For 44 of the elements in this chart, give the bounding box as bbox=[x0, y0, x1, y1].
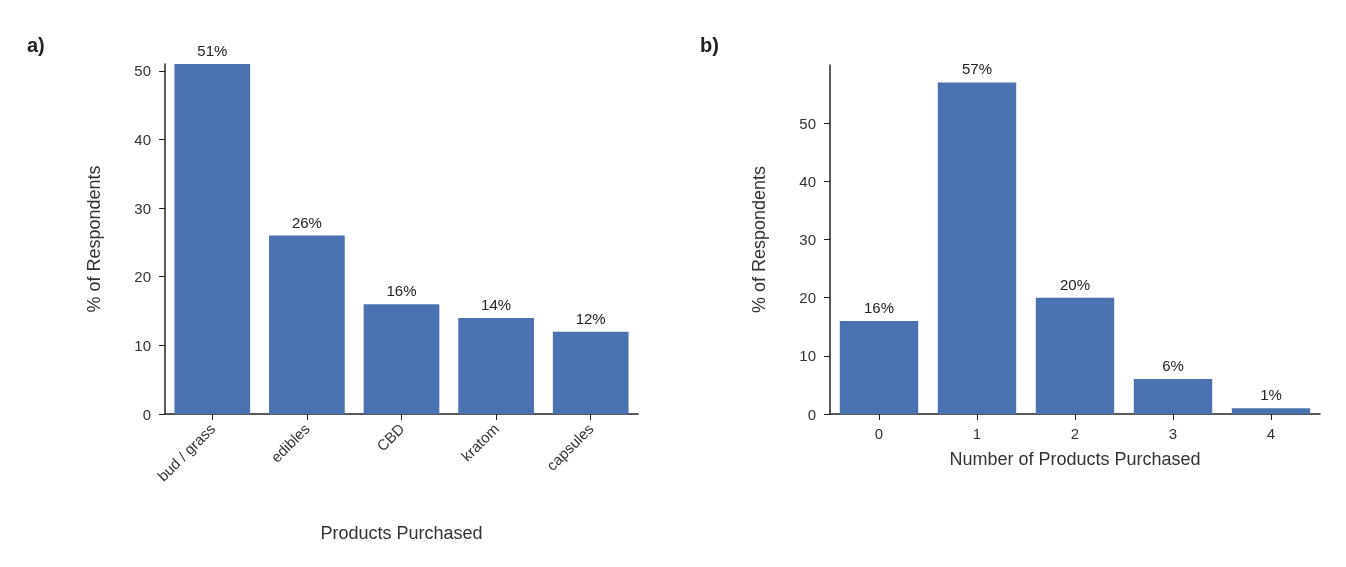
data-label: 1% bbox=[1260, 386, 1282, 404]
y-axis-title: % of Respondents bbox=[84, 165, 104, 313]
y-tick-label: 20 bbox=[134, 268, 151, 286]
bar bbox=[839, 320, 919, 414]
bar bbox=[174, 64, 251, 414]
bar bbox=[269, 235, 345, 414]
x-tick-label: 1 bbox=[972, 425, 982, 442]
bar bbox=[1133, 379, 1213, 414]
y-tick-label: 50 bbox=[799, 114, 816, 132]
y-tick-label: 20 bbox=[799, 289, 816, 307]
y-tick-label: 40 bbox=[134, 130, 151, 148]
data-label: 16% bbox=[863, 298, 895, 316]
bar bbox=[1035, 297, 1115, 414]
chart-title: b) bbox=[700, 34, 719, 56]
chart-title: a) bbox=[27, 34, 45, 56]
x-tick-label: 2 bbox=[1070, 425, 1080, 442]
data-label: 20% bbox=[1059, 275, 1091, 293]
data-label: 26% bbox=[291, 213, 322, 231]
data-label: 57% bbox=[961, 60, 993, 78]
bar bbox=[937, 82, 1017, 414]
x-tick-label: 3 bbox=[1168, 425, 1178, 442]
y-tick-label: 0 bbox=[807, 405, 816, 423]
data-label: 6% bbox=[1162, 357, 1184, 375]
bar bbox=[363, 304, 440, 414]
bar bbox=[552, 331, 629, 414]
data-label: 12% bbox=[575, 309, 606, 327]
x-axis-title: Number of Products Purchased bbox=[949, 449, 1201, 469]
bar bbox=[458, 317, 534, 414]
data-label: 16% bbox=[386, 282, 417, 300]
y-axis-title: % of Respondents bbox=[749, 165, 769, 314]
y-tick-label: 0 bbox=[142, 405, 151, 423]
data-label: 51% bbox=[197, 42, 228, 59]
y-tick-label: 10 bbox=[134, 336, 151, 354]
y-tick-label: 50 bbox=[134, 62, 151, 80]
data-label: 14% bbox=[481, 295, 512, 313]
y-tick-label: 30 bbox=[799, 231, 816, 248]
y-tick-label: 30 bbox=[134, 199, 151, 217]
x-tick-label: CBD bbox=[373, 419, 408, 455]
y-tick-label: 40 bbox=[799, 172, 816, 190]
bar bbox=[1231, 408, 1311, 414]
x-axis-title: Products Purchased bbox=[320, 523, 483, 543]
x-tick-label: 4 bbox=[1266, 425, 1276, 442]
x-tick-label: 0 bbox=[874, 425, 884, 442]
y-tick-label: 10 bbox=[799, 347, 816, 365]
